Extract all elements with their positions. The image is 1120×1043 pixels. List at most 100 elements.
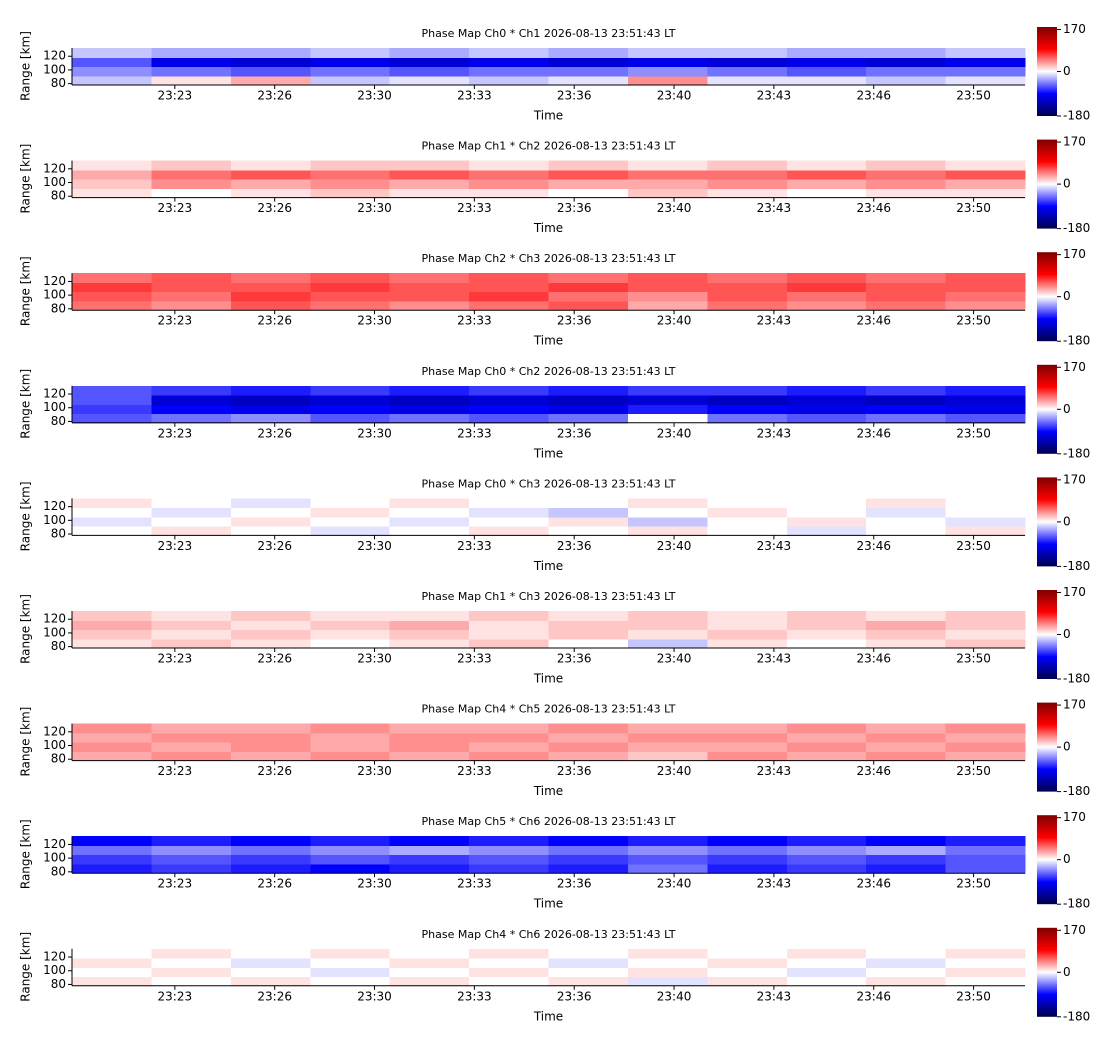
heatmap-cell	[230, 66, 311, 77]
heatmap-cell	[707, 404, 788, 415]
x-tick-label: 23:40	[657, 426, 692, 440]
colorbar	[1037, 477, 1057, 567]
heatmap-cell	[151, 188, 232, 199]
heatmap-cell	[548, 751, 629, 762]
x-tick-label: 23:50	[956, 314, 991, 328]
chart-title: Phase Map Ch4 * Ch6 2026-08-13 23:51:43 …	[422, 928, 676, 941]
heatmap-cell	[786, 526, 867, 536]
colorbar-tick-label: -180	[1063, 109, 1090, 123]
heatmap-cell	[548, 854, 629, 865]
heatmap-cell	[627, 638, 708, 649]
heatmap-cell	[866, 863, 947, 874]
x-tick-label: 23:50	[956, 201, 991, 215]
x-tick-label: 23:33	[457, 652, 492, 666]
heatmap-cell	[627, 742, 708, 752]
heatmap-cell	[72, 188, 152, 199]
heatmap-cell	[866, 967, 947, 978]
heatmap-cell	[310, 291, 391, 302]
heatmap-cell	[151, 75, 232, 86]
heatmap-cell	[151, 48, 232, 58]
x-tick-label: 23:30	[357, 989, 392, 1003]
heatmap-cell	[230, 836, 311, 846]
heatmap-cell	[469, 395, 549, 405]
heatmap-cell	[230, 273, 311, 283]
heatmap-cell	[310, 723, 391, 734]
x-tick-label: 23:33	[457, 989, 492, 1003]
heatmap-cell	[866, 638, 947, 649]
heatmap-cell	[469, 526, 549, 536]
x-tick-label: 23:40	[657, 877, 692, 891]
heatmap-cell	[151, 732, 232, 743]
heatmap-cell	[548, 629, 629, 640]
heatmap-cell	[548, 516, 629, 527]
heatmap-cell	[627, 291, 708, 302]
heatmap-cell	[469, 404, 549, 415]
heatmap-cell	[627, 620, 708, 630]
heatmap-cell	[72, 66, 152, 77]
heatmap-cell	[786, 948, 867, 959]
heatmap-cell	[72, 742, 152, 752]
heatmap-cell	[866, 169, 947, 180]
heatmap-cell	[866, 526, 947, 536]
heatmap-cell	[548, 66, 629, 77]
colorbar-tick-label: 170	[1063, 698, 1086, 712]
heatmap-cell	[548, 385, 629, 396]
heatmap-cell	[707, 976, 788, 987]
heatmap-cell	[310, 188, 391, 199]
heatmap-cell	[786, 498, 867, 509]
heatmap-cell	[151, 742, 232, 752]
heatmap-cell	[627, 948, 708, 959]
heatmap-cell	[389, 160, 470, 171]
heatmap-cell	[469, 291, 549, 302]
y-tick-label: 120	[43, 499, 66, 513]
heatmap-cell	[72, 732, 152, 743]
heatmap-cell	[548, 404, 629, 415]
heatmap-cell	[230, 948, 311, 959]
heatmap-cell	[469, 976, 549, 987]
heatmap-cell	[866, 629, 947, 640]
colorbar	[1037, 702, 1057, 792]
heatmap-cell	[548, 291, 629, 302]
heatmap-cell	[786, 291, 867, 302]
colorbar-tick-label: 0	[1063, 289, 1071, 303]
x-tick-label: 23:26	[257, 426, 292, 440]
heatmap-cell	[945, 742, 1026, 752]
heatmap-cell	[866, 836, 947, 846]
heatmap-cell	[707, 836, 788, 846]
heatmap-cell	[151, 526, 232, 536]
heatmap-cell	[627, 300, 708, 311]
heatmap-cell	[151, 160, 232, 171]
heatmap-cell	[866, 385, 947, 396]
x-tick-label: 23:43	[757, 539, 792, 553]
y-axis-label: Range [km]	[19, 594, 33, 664]
heatmap-cell	[627, 404, 708, 415]
heatmap-cell	[627, 723, 708, 734]
heatmap-cell	[72, 629, 152, 640]
heatmap-cell	[548, 57, 629, 67]
heatmap-cell	[548, 282, 629, 293]
heatmap-cell	[945, 413, 1026, 424]
heatmap-cell	[786, 723, 867, 734]
heatmap-cell	[230, 958, 311, 968]
heatmap-cell	[786, 160, 867, 171]
heatmap-cell	[627, 273, 708, 283]
heatmap-cell	[866, 66, 947, 77]
heatmap-cell	[469, 732, 549, 743]
heatmap-cell	[310, 976, 391, 987]
heatmap-cell	[786, 179, 867, 189]
x-tick-label: 23:26	[257, 201, 292, 215]
x-tick-label: 23:33	[457, 764, 492, 778]
heatmap-cell	[151, 967, 232, 978]
heatmap-cell	[627, 526, 708, 536]
heatmap-cell	[72, 836, 152, 846]
heatmap-cell	[469, 845, 549, 856]
heatmap-cell	[151, 620, 232, 630]
heatmap-cell	[389, 516, 470, 527]
colorbar-tick-label: 170	[1063, 923, 1086, 937]
colorbar-tick-label: 0	[1063, 852, 1071, 866]
heatmap-cell	[786, 282, 867, 293]
heatmap-cell	[151, 404, 232, 415]
heatmap-cell	[548, 836, 629, 846]
heatmap-cell	[389, 611, 470, 621]
x-tick-label: 23:36	[557, 426, 592, 440]
